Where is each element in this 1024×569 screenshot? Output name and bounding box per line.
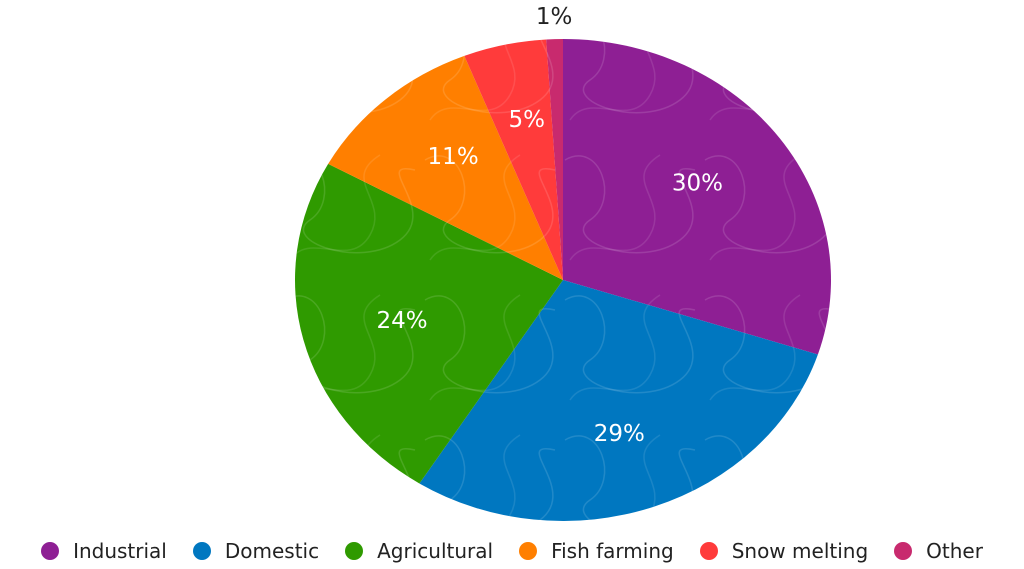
pie-slice-labels: 30% 29% 24% 11% 5% 1% xyxy=(376,4,722,447)
legend-label-other: Other xyxy=(926,539,983,563)
legend-item-other[interactable]: Other xyxy=(894,539,983,563)
legend-label-domestic: Domestic xyxy=(224,539,320,563)
legend-item-domestic[interactable]: Domestic xyxy=(192,539,320,563)
slice-label-domestic: 29% xyxy=(594,421,645,447)
legend-item-agricultural[interactable]: Agricultural xyxy=(345,539,493,563)
legend-item-fish-farming[interactable]: Fish farming xyxy=(519,539,674,563)
legend-marker-agricultural xyxy=(345,542,364,560)
legend-label-fish-farming: Fish farming xyxy=(551,539,674,563)
legend-label-industrial: Industrial xyxy=(73,539,167,563)
slice-label-industrial: 30% xyxy=(672,171,723,197)
slice-label-agricultural: 24% xyxy=(376,308,427,334)
legend-item-snow-melting[interactable]: Snow melting xyxy=(699,539,869,563)
slice-label-fish-farming: 11% xyxy=(428,144,479,170)
legend-marker-industrial xyxy=(41,542,60,560)
legend-marker-fish-farming xyxy=(519,542,538,560)
slice-label-other: 1% xyxy=(536,4,573,30)
legend-marker-domestic xyxy=(192,542,211,560)
slice-label-snow-melting: 5% xyxy=(509,107,546,133)
chart-legend: Industrial Domestic Agricultural Fish farmi… xyxy=(0,536,1024,566)
legend-label-agricultural: Agricultural xyxy=(377,539,494,563)
legend-marker-other xyxy=(894,542,913,560)
legend-marker-snow-melting xyxy=(699,542,718,560)
legend-label-snow-melting: Snow melting xyxy=(731,539,869,563)
legend-item-industrial[interactable]: Industrial xyxy=(41,539,167,563)
pie-slices xyxy=(295,39,831,521)
